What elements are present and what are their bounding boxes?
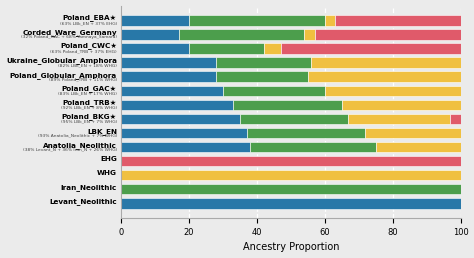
Bar <box>216 71 308 82</box>
Text: (89% Poland_TRB + 11% WHG): (89% Poland_TRB + 11% WHG) <box>49 77 117 81</box>
Text: (83% LBk_EN + 17% WHG): (83% LBk_EN + 17% WHG) <box>58 91 117 95</box>
Text: (32% Poland_GAC + 68% Yamnaya_Samara): (32% Poland_GAC + 68% Yamnaya_Samara) <box>21 35 117 39</box>
Bar <box>233 100 342 110</box>
Bar <box>281 43 461 54</box>
Text: (63% Poland_TRB + 37% EHG): (63% Poland_TRB + 37% EHG) <box>50 49 117 53</box>
Bar <box>121 170 461 180</box>
Text: WHG: WHG <box>97 171 117 176</box>
Text: (95% LBk_EN + 7% WHG): (95% LBk_EN + 7% WHG) <box>61 119 117 123</box>
Bar <box>121 29 179 40</box>
Bar <box>325 85 461 96</box>
Text: EHG: EHG <box>100 156 117 162</box>
Bar <box>311 57 461 68</box>
Bar <box>246 128 365 138</box>
Text: Iran_Neolithic: Iran_Neolithic <box>61 184 117 191</box>
Bar <box>121 198 461 208</box>
Text: (38% Levant_N + 36% Iran_N + 26% WHG): (38% Levant_N + 36% Iran_N + 26% WHG) <box>23 148 117 151</box>
Bar <box>223 85 325 96</box>
Bar <box>315 29 461 40</box>
Text: LBK_EN: LBK_EN <box>87 128 117 135</box>
Bar <box>216 57 311 68</box>
Bar <box>121 43 189 54</box>
Bar <box>121 114 240 124</box>
Bar <box>121 15 189 26</box>
Bar <box>189 43 264 54</box>
Bar <box>240 114 348 124</box>
Bar <box>121 100 233 110</box>
Text: Levant_Neolithic: Levant_Neolithic <box>49 198 117 205</box>
Bar <box>365 128 461 138</box>
Text: Poland_Globular_Amphora: Poland_Globular_Amphora <box>9 71 117 78</box>
Bar <box>179 29 304 40</box>
Bar <box>250 142 376 152</box>
Text: Ukraine_Globular_Amphora: Ukraine_Globular_Amphora <box>6 58 117 64</box>
Text: Poland_TRB★: Poland_TRB★ <box>63 100 117 107</box>
Bar <box>121 142 250 152</box>
Bar <box>121 85 223 96</box>
Text: (82% LBk_EN + 18% WHG): (82% LBk_EN + 18% WHG) <box>58 63 117 67</box>
Bar <box>121 156 461 166</box>
Bar <box>121 184 461 195</box>
Text: Anatolia_Neolithic: Anatolia_Neolithic <box>43 142 117 149</box>
Text: Poland_BKG★: Poland_BKG★ <box>62 114 117 121</box>
Bar <box>348 114 450 124</box>
Text: Poland_EBA★: Poland_EBA★ <box>63 15 117 22</box>
Bar <box>121 71 216 82</box>
Bar <box>335 15 461 26</box>
X-axis label: Ancestry Proportion: Ancestry Proportion <box>243 243 339 252</box>
Bar <box>308 71 461 82</box>
Text: (93% Anatolia_Neolithic + 7% WHG): (93% Anatolia_Neolithic + 7% WHG) <box>37 133 117 138</box>
Bar <box>189 15 325 26</box>
Bar <box>325 15 335 26</box>
Text: Corded_Ware_Germany: Corded_Ware_Germany <box>22 29 117 36</box>
Bar <box>450 114 461 124</box>
Bar <box>264 43 281 54</box>
Text: (63% LBk_EN + 37% EHG): (63% LBk_EN + 37% EHG) <box>60 21 117 25</box>
Bar <box>304 29 315 40</box>
Text: (92% LBk_EN + 8% WHG): (92% LBk_EN + 8% WHG) <box>61 105 117 109</box>
Bar <box>121 128 246 138</box>
Bar <box>121 57 216 68</box>
Text: Poland_CWC★: Poland_CWC★ <box>60 43 117 50</box>
Text: Poland_GAC★: Poland_GAC★ <box>62 86 117 93</box>
Bar <box>376 142 461 152</box>
Bar <box>342 100 461 110</box>
